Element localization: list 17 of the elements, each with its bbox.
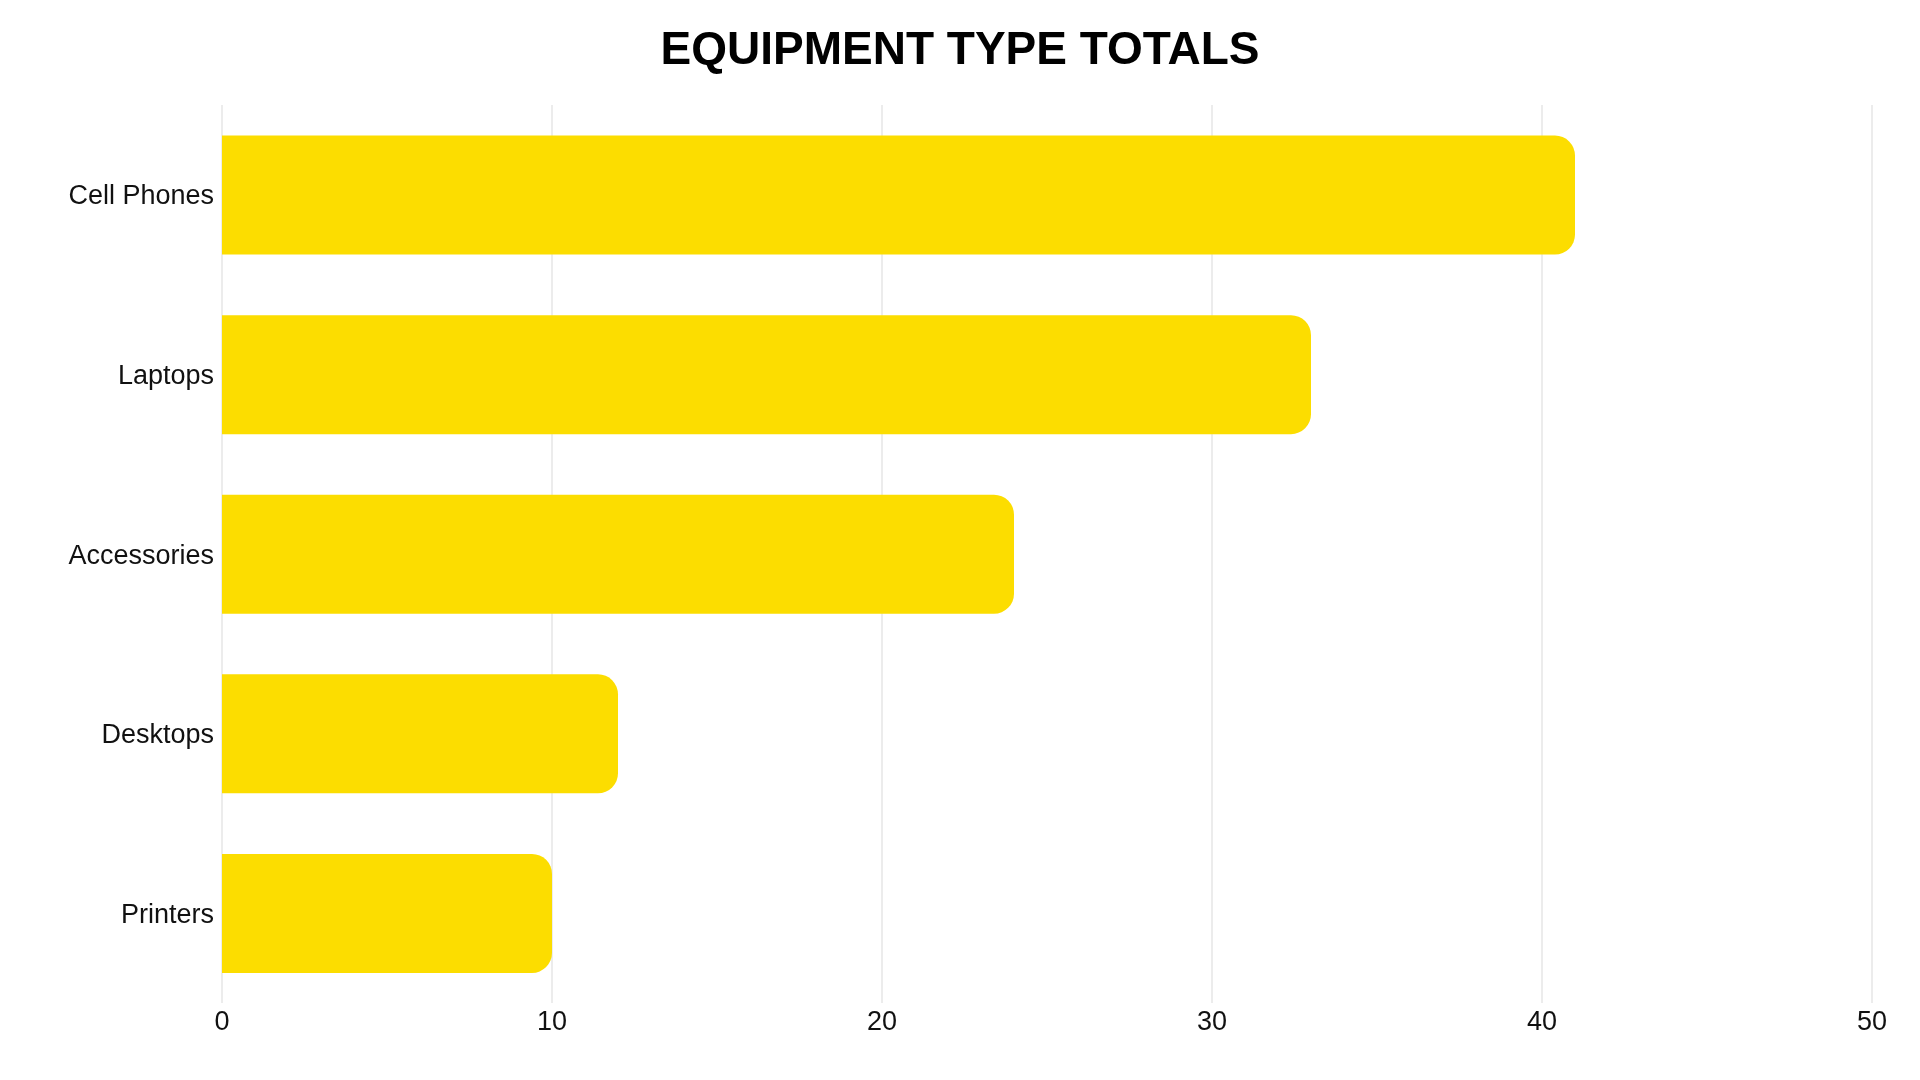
- y-tick-label: Accessories: [68, 539, 214, 570]
- x-tick-label: 20: [866, 1006, 898, 1037]
- y-tick-label: Desktops: [101, 719, 214, 750]
- bar: [222, 315, 1311, 435]
- chart-title: EQUIPMENT TYPE TOTALS: [659, 21, 1261, 76]
- x-tick-label: 0: [214, 1006, 230, 1037]
- x-tick-label: 10: [536, 1006, 568, 1037]
- y-tick-label: Cell Phones: [68, 180, 214, 211]
- y-tick-label: Laptops: [117, 359, 214, 390]
- y-tick-label: Printers: [120, 898, 214, 929]
- bar: [222, 494, 1014, 614]
- bar: [222, 674, 618, 794]
- x-tick-label: 30: [1196, 1006, 1228, 1037]
- bar: [222, 135, 1575, 255]
- x-tick-label: 50: [1856, 1006, 1888, 1037]
- x-tick-label: 40: [1526, 1006, 1558, 1037]
- bar: [222, 853, 552, 973]
